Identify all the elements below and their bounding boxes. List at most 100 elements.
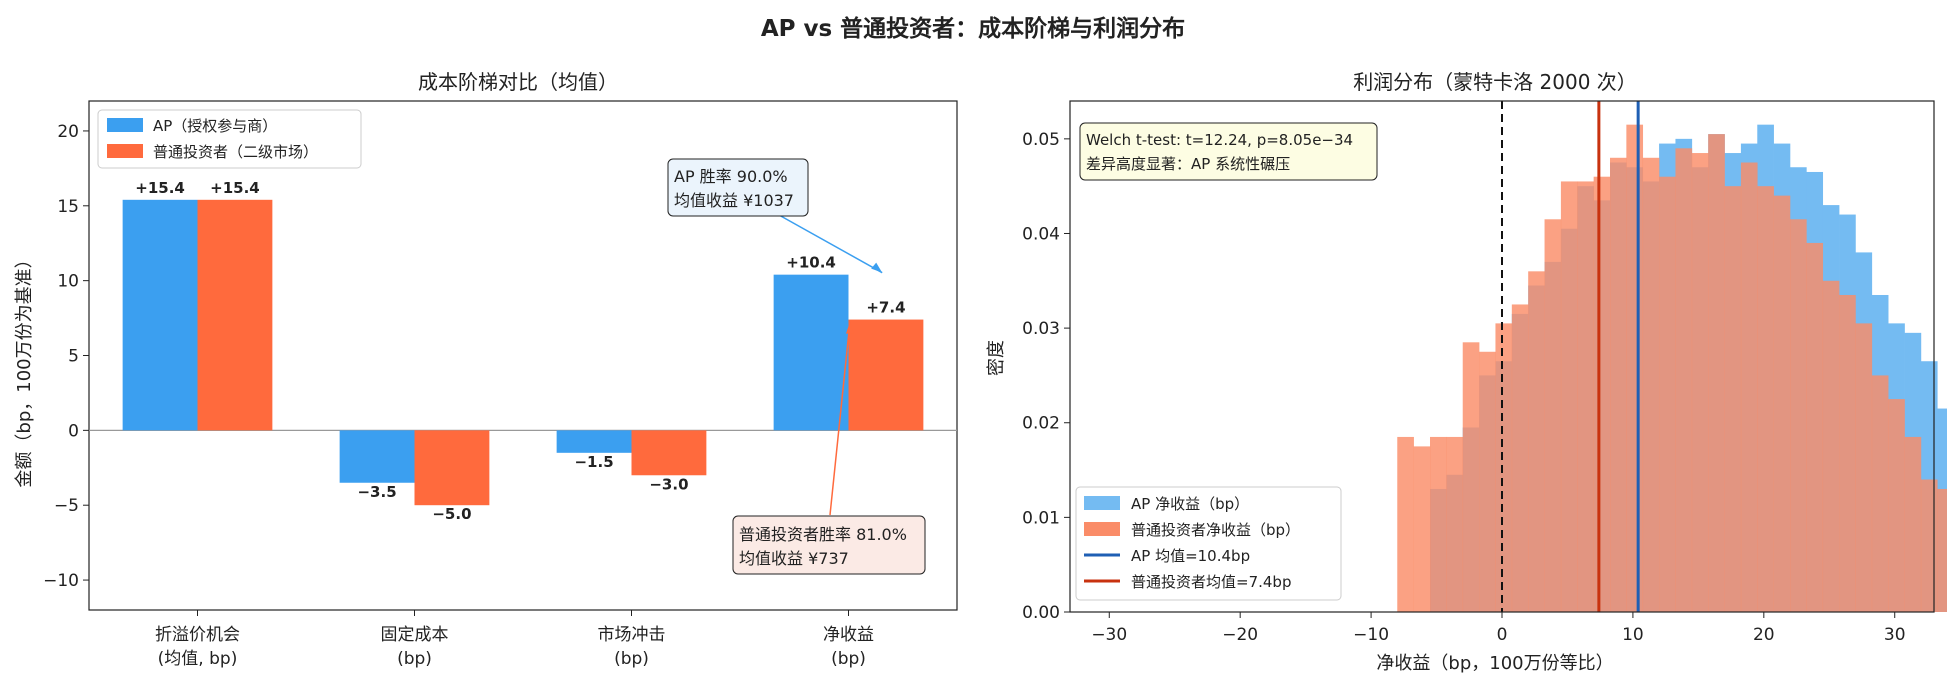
histogram-bin — [1528, 271, 1545, 612]
legend-label: 普通投资者（二级市场） — [153, 143, 318, 161]
histogram-bin — [1773, 195, 1791, 612]
histogram-bin — [1577, 181, 1594, 612]
legend-label: AP 均值=10.4bp — [1131, 547, 1250, 565]
category-label: 净收益(bp) — [823, 625, 874, 669]
y-tick-label: 15 — [57, 197, 79, 217]
legend-label: 普通投资者净收益（bp） — [1131, 521, 1300, 539]
bar-legend: AP（授权参与商） 普通投资者（二级市场） — [97, 109, 362, 169]
category-label: 市场冲击(bp) — [598, 625, 666, 669]
legend-frame — [1075, 486, 1342, 601]
bar — [556, 430, 632, 453]
y-tick-label: −5 — [54, 496, 79, 516]
y-tick-label: 0.00 — [1022, 603, 1060, 623]
bar-value-label: −3.0 — [649, 475, 688, 493]
histogram-bin — [1430, 436, 1447, 612]
figure-title: AP vs 普通投资者：成本阶梯与利润分布 — [761, 15, 1185, 42]
histogram-bin — [1593, 176, 1611, 612]
stats-box-frame — [1079, 122, 1378, 181]
ap-annotation: AP 胜率 90.0% 均值收益 ¥1037 — [667, 158, 883, 274]
annotation-arrow — [769, 209, 883, 274]
histogram-bin — [1724, 186, 1742, 612]
y-tick-label: 0 — [68, 421, 79, 441]
bar-value-label: −1.5 — [574, 453, 613, 471]
bar — [773, 274, 849, 431]
histogram-bin — [1839, 294, 1856, 612]
bar-chart-title: 成本阶梯对比（均值） — [418, 70, 618, 94]
annotation-box — [667, 158, 809, 217]
bar — [339, 430, 415, 483]
annotation-box — [732, 515, 926, 575]
x-tick-label: 30 — [1884, 625, 1906, 645]
bar-value-label: +15.4 — [210, 179, 260, 197]
histogram-title: 利润分布（蒙特卡洛 2000 次） — [1353, 70, 1637, 94]
x-tick-label: 0 — [1497, 625, 1508, 645]
bar — [848, 319, 924, 431]
histogram-bin — [1560, 181, 1578, 612]
legend-swatch — [1084, 522, 1120, 536]
y-tick-label: 0.02 — [1022, 414, 1060, 434]
histogram-bin — [1659, 176, 1676, 612]
histogram-panel: 利润分布（蒙特卡洛 2000 次） −30 −20 −10 0 10 20 30 0.00 0.… — [986, 70, 1947, 674]
histogram-bin — [1413, 446, 1431, 612]
stats-box-text: 差异高度显著：AP 系统性碾压 — [1086, 155, 1290, 173]
bar — [197, 199, 273, 431]
x-tick-label: −20 — [1222, 625, 1258, 645]
y-tick-label: −10 — [43, 571, 79, 591]
annotation-text: 普通投资者胜率 81.0% — [739, 525, 907, 544]
annotation-text: 均值收益 ¥737 — [739, 549, 849, 568]
histogram-bins — [1397, 124, 1947, 613]
histogram-bin — [1446, 436, 1464, 612]
y-tick-label: 0.03 — [1022, 319, 1060, 339]
stats-box: Welch t-test: t=12.24, p=8.05e−34 差异高度显著：… — [1079, 122, 1378, 181]
bar-data-labels: +15.4 −3.5 −1.5 +10.4 +15.4 −5.0 −3.0 +7.4 — [135, 179, 905, 523]
bar-annotations: AP 胜率 90.0% 均值收益 ¥1037 普通投资者胜率 81.0% 均值收益 ¥… — [667, 158, 926, 575]
bar-value-label: −3.5 — [357, 483, 396, 501]
histogram-axes: −30 −20 −10 0 10 20 30 0.00 0.01 0.02 0.03 0.04 0.05 — [1022, 100, 1935, 645]
category-label: 折溢价机会(均值, bp) — [155, 625, 240, 669]
bar — [631, 430, 707, 476]
histogram-bin — [1740, 162, 1758, 612]
annotation-text: AP 胜率 90.0% — [674, 167, 788, 186]
legend-swatch — [107, 118, 143, 132]
histogram-bin — [1888, 399, 1905, 612]
x-tick-label: −10 — [1353, 625, 1389, 645]
legend-swatch — [1084, 496, 1120, 510]
legend-frame — [97, 109, 362, 169]
histogram-bin — [1610, 157, 1627, 612]
bar-series — [122, 199, 924, 506]
histogram-bin — [1626, 124, 1644, 612]
legend-label: AP（授权参与商） — [153, 117, 277, 135]
y-tick-label: 20 — [57, 122, 79, 142]
histogram-bin — [1871, 375, 1889, 612]
mean-lines — [1501, 101, 1640, 612]
histogram-bin — [1544, 219, 1562, 612]
legend-swatch — [107, 144, 143, 158]
histogram-bin — [1822, 280, 1840, 612]
histogram-bin — [1479, 351, 1496, 612]
histogram-bin — [1920, 479, 1938, 612]
histogram-bin — [1642, 157, 1660, 612]
histogram-bin — [1675, 148, 1693, 612]
bar-value-label: +15.4 — [135, 179, 185, 197]
legend-label: AP 净收益（bp） — [1131, 495, 1249, 513]
bar-chart-panel: 成本阶梯对比（均值） −10 −5 0 5 10 15 20 折溢价机会(均值, bp) 固定成… — [14, 70, 958, 669]
legend-label: 普通投资者均值=7.4bp — [1131, 573, 1291, 591]
arrow-head — [845, 321, 854, 334]
histogram-bin — [1790, 219, 1807, 612]
bar-value-label: −5.0 — [432, 505, 471, 523]
x-tick-label: 10 — [1622, 625, 1644, 645]
histogram-bin — [1462, 342, 1480, 612]
histogram-bin — [1806, 242, 1824, 612]
y-tick-label: 0.01 — [1022, 508, 1060, 528]
histogram-bin — [1855, 323, 1873, 612]
histogram-bin — [1397, 436, 1414, 612]
category-label: 固定成本(bp) — [381, 625, 449, 669]
histogram-legend: AP 净收益（bp） 普通投资者净收益（bp） AP 均值=10.4bp 普通投资者均… — [1075, 486, 1342, 601]
histogram-y-axis-label: 密度 — [986, 340, 1007, 376]
histogram-bin — [1495, 323, 1513, 612]
y-tick-label: 0.05 — [1022, 130, 1060, 150]
y-tick-label: 5 — [68, 347, 79, 367]
annotation-text: 均值收益 ¥1037 — [674, 191, 794, 210]
bar — [414, 430, 490, 506]
